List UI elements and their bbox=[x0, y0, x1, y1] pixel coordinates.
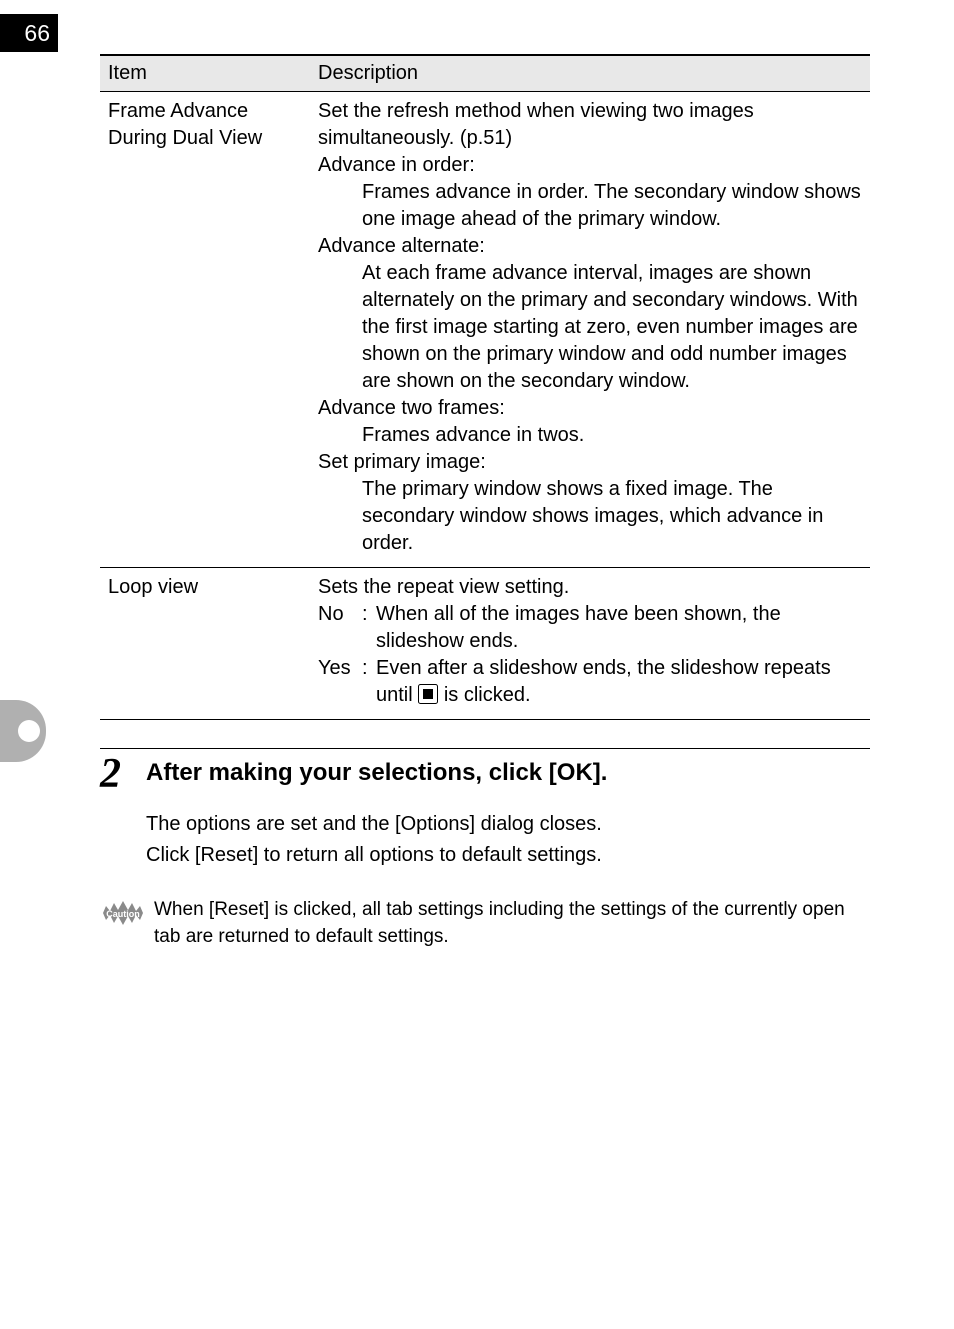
step-number: 2 bbox=[100, 753, 146, 795]
desc-option-detail: Frames advance in order. The secondary w… bbox=[318, 179, 862, 233]
kv-key: No bbox=[318, 601, 362, 655]
desc-option-detail: The primary window shows a fixed image. … bbox=[318, 476, 862, 557]
caution-row: Caution When [Reset] is clicked, all tab… bbox=[100, 897, 870, 950]
desc-option-detail: At each frame advance interval, images a… bbox=[318, 260, 862, 395]
desc-option-label: Advance in order: bbox=[318, 152, 862, 179]
caution-label: Caution bbox=[106, 909, 140, 919]
stop-icon bbox=[418, 684, 438, 704]
side-thumb-tab bbox=[0, 700, 46, 762]
page-number: 66 bbox=[24, 20, 50, 47]
step-body-line: The options are set and the [Options] di… bbox=[146, 809, 870, 840]
table-row: Loop view Sets the repeat view setting. … bbox=[100, 568, 870, 720]
kv-val: When all of the images have been shown, … bbox=[376, 601, 862, 655]
desc-intro: Set the refresh method when viewing two … bbox=[318, 98, 862, 152]
step-row: 2 After making your selections, click [O… bbox=[100, 748, 870, 795]
kv-row: Yes : Even after a slideshow ends, the s… bbox=[318, 655, 862, 709]
caution-text: When [Reset] is clicked, all tab setting… bbox=[154, 897, 870, 950]
col-header-description: Description bbox=[310, 55, 870, 92]
kv-key: Yes bbox=[318, 655, 362, 709]
description-cell: Set the refresh method when viewing two … bbox=[310, 92, 870, 568]
kv-val-post: is clicked. bbox=[444, 684, 531, 706]
kv-val: Even after a slideshow ends, the slidesh… bbox=[376, 655, 862, 709]
step-title: After making your selections, click [OK]… bbox=[146, 759, 607, 787]
options-table: Item Description Frame Advance During Du… bbox=[100, 54, 870, 720]
table-header-row: Item Description bbox=[100, 55, 870, 92]
desc-option-label: Advance alternate: bbox=[318, 233, 862, 260]
item-cell: Frame Advance During Dual View bbox=[100, 92, 310, 568]
side-thumb-dot bbox=[18, 720, 40, 742]
description-cell: Sets the repeat view setting. No : When … bbox=[310, 568, 870, 720]
step-body-line: Click [Reset] to return all options to d… bbox=[146, 840, 870, 871]
desc-intro: Sets the repeat view setting. bbox=[318, 574, 862, 601]
item-cell: Loop view bbox=[100, 568, 310, 720]
col-header-item: Item bbox=[100, 55, 310, 92]
kv-colon: : bbox=[362, 601, 376, 655]
desc-option-detail: Frames advance in twos. bbox=[318, 422, 862, 449]
page-number-tab: 66 bbox=[0, 14, 58, 52]
table-row: Frame Advance During Dual View Set the r… bbox=[100, 92, 870, 568]
step-body: The options are set and the [Options] di… bbox=[146, 809, 870, 871]
desc-option-label: Advance two frames: bbox=[318, 395, 862, 422]
caution-badge-icon: Caution bbox=[100, 897, 146, 934]
kv-row: No : When all of the images have been sh… bbox=[318, 601, 862, 655]
kv-colon: : bbox=[362, 655, 376, 709]
desc-option-label: Set primary image: bbox=[318, 449, 862, 476]
